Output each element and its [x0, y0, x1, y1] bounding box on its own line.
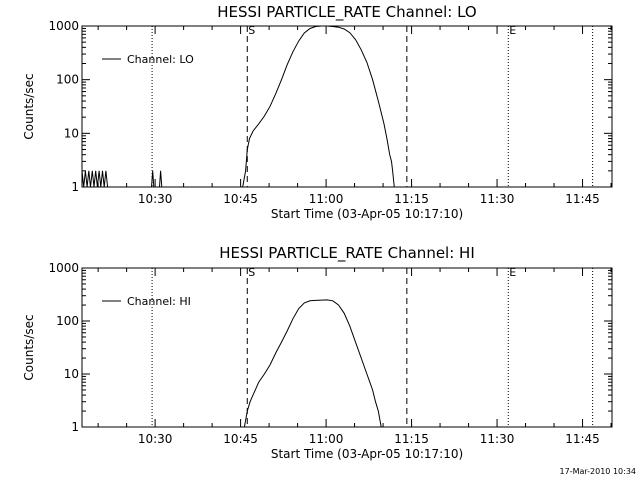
x-tick-label: 11:15 — [394, 432, 429, 446]
y-axis-label: Counts/sec — [22, 73, 36, 139]
time-marker-label: E — [509, 24, 516, 37]
y-axis-label: Counts/sec — [22, 314, 36, 380]
plot-frame — [81, 267, 613, 428]
legend-label: Channel: LO — [127, 53, 194, 66]
y-tick-label: 10 — [64, 367, 79, 381]
panel-hi: HESSI PARTICLE_RATE Channel: HI S E 10:30 10… — [22, 244, 613, 461]
y-tick-label: 1000 — [48, 19, 79, 33]
x-tick-label: 10:45 — [223, 432, 258, 446]
x-tick-label: 10:45 — [223, 192, 258, 206]
panel-lo: HESSI PARTICLE_RATE Channel: LO S E 10:30 10… — [22, 3, 613, 221]
series-line — [82, 170, 163, 187]
chart-title: HESSI PARTICLE_RATE Channel: LO — [217, 3, 476, 22]
plot-frame — [81, 25, 613, 188]
legend-label: Channel: HI — [127, 295, 191, 308]
y-tick-label: 100 — [56, 73, 79, 87]
x-tick-label: 11:30 — [480, 192, 515, 206]
time-marker-label: S — [248, 24, 255, 37]
footer-timestamp: 17-Mar-2010 10:34 — [560, 467, 637, 476]
chart-title: HESSI PARTICLE_RATE Channel: HI — [219, 244, 475, 263]
x-tick-label: 11:30 — [480, 432, 515, 446]
series-line — [243, 299, 382, 427]
y-tick-label: 1 — [71, 420, 79, 434]
x-axis-label: Start Time (03-Apr-05 10:17:10) — [271, 447, 463, 461]
x-tick-label: 11:00 — [309, 192, 344, 206]
y-tick-label: 100 — [56, 314, 79, 328]
x-tick-label: 11:45 — [565, 432, 600, 446]
series-line — [242, 26, 395, 187]
x-tick-label: 11:45 — [565, 192, 600, 206]
x-tick-label: 10:30 — [138, 432, 173, 446]
x-tick-label: 10:30 — [138, 192, 173, 206]
time-marker-label: S — [248, 266, 255, 279]
y-tick-label: 1000 — [48, 261, 79, 275]
x-axis-label: Start Time (03-Apr-05 10:17:10) — [271, 207, 463, 221]
y-tick-label: 10 — [64, 126, 79, 140]
y-tick-label: 1 — [71, 180, 79, 194]
time-marker-label: E — [509, 266, 516, 279]
x-tick-label: 11:00 — [309, 432, 344, 446]
x-tick-label: 11:15 — [394, 192, 429, 206]
